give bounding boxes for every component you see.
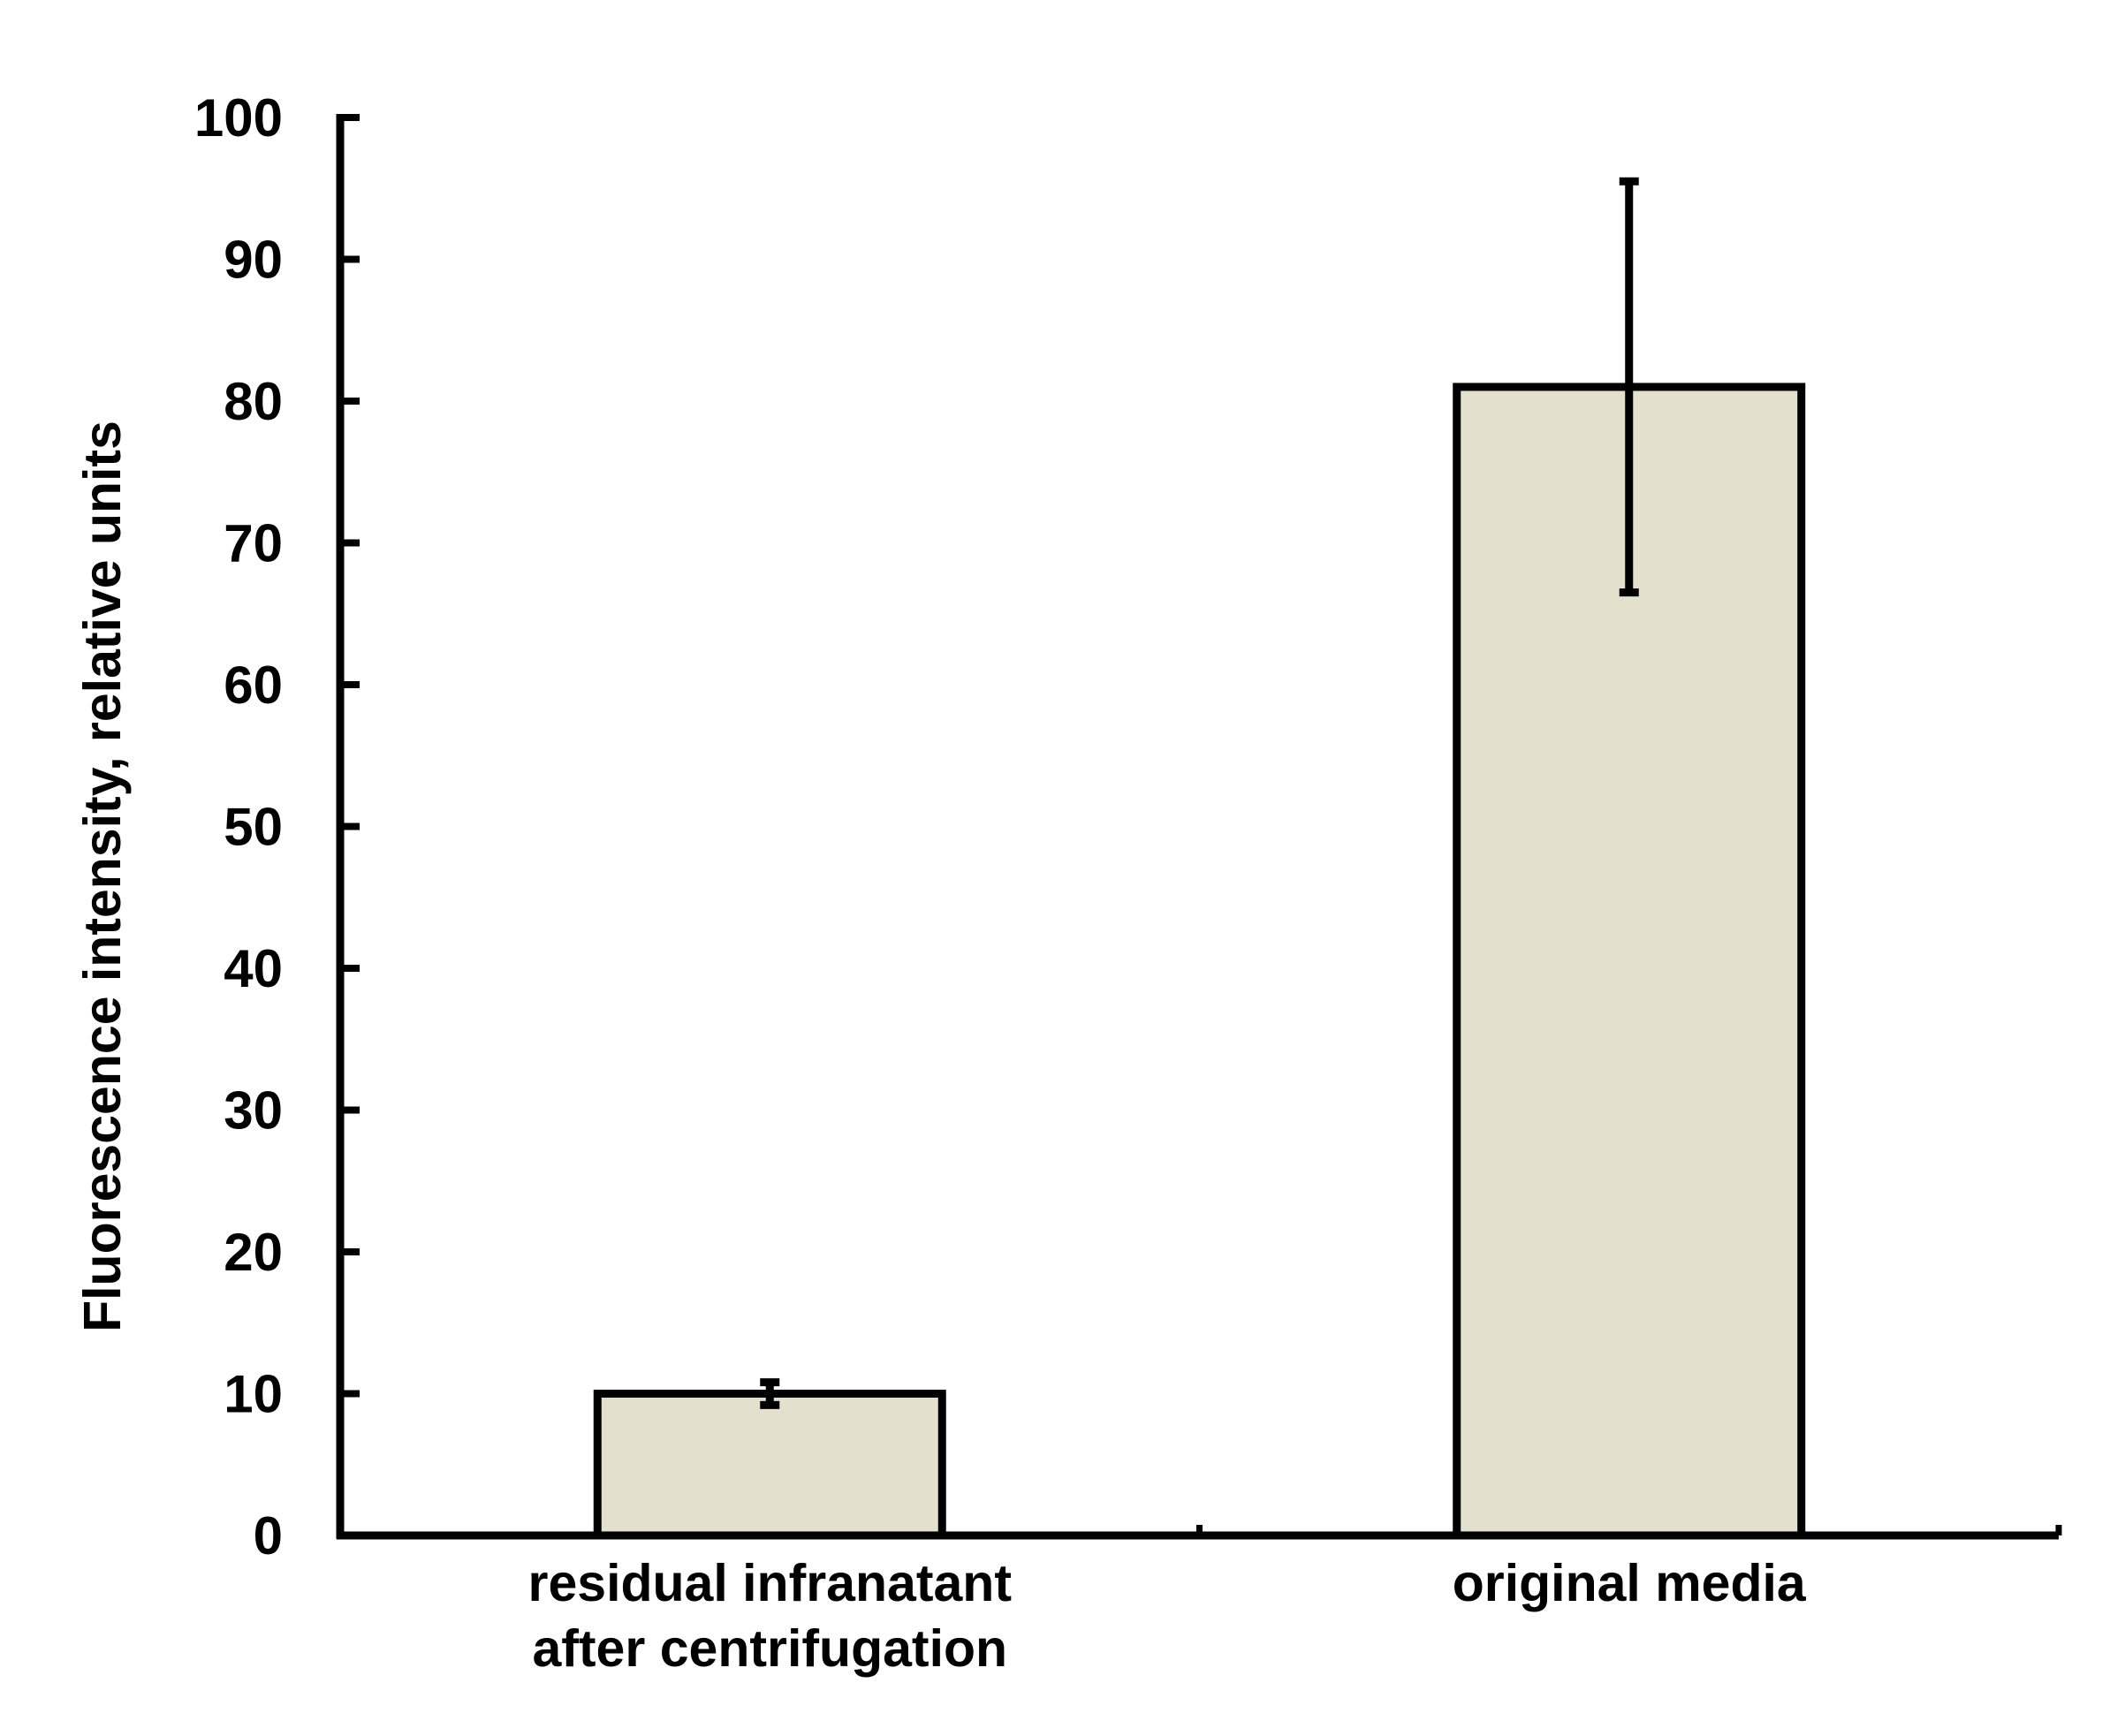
category-label-line: original media — [1453, 1554, 1807, 1612]
y-tick-label: 90 — [224, 231, 283, 290]
y-tick-label: 70 — [224, 514, 283, 573]
y-tick-label: 80 — [224, 372, 283, 431]
y-tick-label: 20 — [224, 1223, 283, 1282]
y-tick-label: 40 — [224, 939, 283, 998]
error-bar-1 — [760, 1378, 780, 1409]
category-label-line: after centrifugation — [532, 1619, 1007, 1678]
category-label-line: residual infranatant — [527, 1554, 1012, 1612]
bar-1 — [593, 1390, 946, 1540]
y-tick-label: 10 — [224, 1365, 283, 1424]
y-tick-label: 0 — [254, 1506, 283, 1565]
category-label-1: residual infranatant after centrifugation — [527, 1554, 1012, 1678]
y-tick-label: 100 — [194, 88, 283, 148]
y-tick-label: 50 — [224, 798, 283, 857]
category-label-2: original media — [1453, 1554, 1807, 1612]
y-tick-label: 60 — [224, 656, 283, 715]
error-bar-2 — [1619, 177, 1639, 597]
y-axis-title: Fluorescence intensity, relative units — [73, 421, 132, 1332]
y-tick-label: 30 — [224, 1081, 283, 1141]
